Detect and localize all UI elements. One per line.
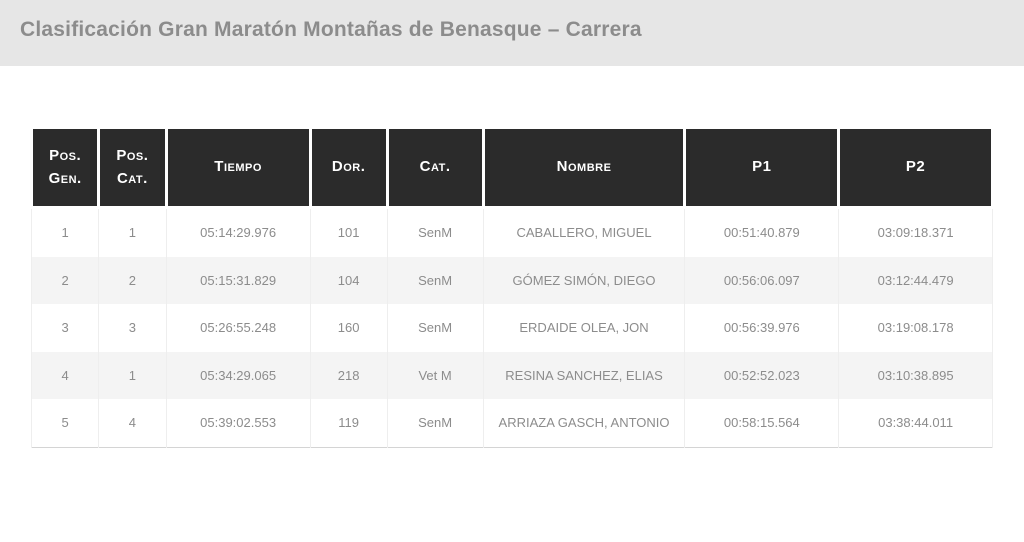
table-row: 4 1 05:34:29.065 218 Vet M RESINA SANCHE… — [32, 352, 993, 400]
col-header-dor[interactable]: Dor. — [310, 128, 387, 208]
cell-nombre: GÓMEZ SIMÓN, DIEGO — [483, 257, 685, 305]
cell-cat: Vet M — [387, 352, 483, 400]
cell-pos-cat: 3 — [99, 304, 166, 352]
cell-nombre: RESINA SANCHEZ, ELIAS — [483, 352, 685, 400]
cell-p2: 03:09:18.371 — [839, 208, 993, 257]
cell-dor: 104 — [310, 257, 387, 305]
col-header-p1[interactable]: P1 — [685, 128, 839, 208]
cell-p2: 03:19:08.178 — [839, 304, 993, 352]
cell-cat: SenM — [387, 304, 483, 352]
cell-p2: 03:10:38.895 — [839, 352, 993, 400]
cell-dor: 101 — [310, 208, 387, 257]
cell-pos-gen: 2 — [32, 257, 99, 305]
table-row: 5 4 05:39:02.553 119 SenM ARRIAZA GASCH,… — [32, 399, 993, 447]
cell-p1: 00:58:15.564 — [685, 399, 839, 447]
cell-tiempo: 05:14:29.976 — [166, 208, 310, 257]
cell-nombre: CABALLERO, MIGUEL — [483, 208, 685, 257]
cell-cat: SenM — [387, 208, 483, 257]
cell-cat: SenM — [387, 399, 483, 447]
cell-p1: 00:51:40.879 — [685, 208, 839, 257]
col-header-pos-gen[interactable]: Pos. Gen. — [32, 128, 99, 208]
cell-tiempo: 05:39:02.553 — [166, 399, 310, 447]
cell-pos-gen: 1 — [32, 208, 99, 257]
cell-nombre: ARRIAZA GASCH, ANTONIO — [483, 399, 685, 447]
cell-tiempo: 05:26:55.248 — [166, 304, 310, 352]
col-header-tiempo[interactable]: Tiempo — [166, 128, 310, 208]
col-header-pos-cat[interactable]: Pos. Cat. — [99, 128, 166, 208]
cell-p1: 00:56:39.976 — [685, 304, 839, 352]
table-body: 1 1 05:14:29.976 101 SenM CABALLERO, MIG… — [32, 208, 993, 448]
cell-dor: 218 — [310, 352, 387, 400]
cell-dor: 160 — [310, 304, 387, 352]
cell-p1: 00:52:52.023 — [685, 352, 839, 400]
cell-pos-cat: 1 — [99, 352, 166, 400]
col-header-cat[interactable]: Cat. — [387, 128, 483, 208]
col-header-p2[interactable]: P2 — [839, 128, 993, 208]
page-title: Clasificación Gran Maratón Montañas de B… — [20, 18, 1004, 42]
table-row: 1 1 05:14:29.976 101 SenM CABALLERO, MIG… — [32, 208, 993, 257]
cell-pos-cat: 1 — [99, 208, 166, 257]
col-header-nombre[interactable]: Nombre — [483, 128, 685, 208]
cell-p2: 03:12:44.479 — [839, 257, 993, 305]
cell-pos-gen: 4 — [32, 352, 99, 400]
cell-dor: 119 — [310, 399, 387, 447]
cell-p2: 03:38:44.011 — [839, 399, 993, 447]
cell-pos-gen: 3 — [32, 304, 99, 352]
cell-pos-gen: 5 — [32, 399, 99, 447]
cell-tiempo: 05:34:29.065 — [166, 352, 310, 400]
cell-cat: SenM — [387, 257, 483, 305]
results-table-container: Pos. Gen. Pos. Cat. Tiempo Dor. Cat. Nom… — [0, 66, 1024, 468]
cell-nombre: ERDAIDE OLEA, JON — [483, 304, 685, 352]
cell-pos-cat: 2 — [99, 257, 166, 305]
cell-p1: 00:56:06.097 — [685, 257, 839, 305]
table-header: Pos. Gen. Pos. Cat. Tiempo Dor. Cat. Nom… — [32, 128, 993, 208]
header-band: Clasificación Gran Maratón Montañas de B… — [0, 0, 1024, 66]
table-row: 3 3 05:26:55.248 160 SenM ERDAIDE OLEA, … — [32, 304, 993, 352]
cell-tiempo: 05:15:31.829 — [166, 257, 310, 305]
results-table: Pos. Gen. Pos. Cat. Tiempo Dor. Cat. Nom… — [30, 126, 994, 448]
cell-pos-cat: 4 — [99, 399, 166, 447]
table-row: 2 2 05:15:31.829 104 SenM GÓMEZ SIMÓN, D… — [32, 257, 993, 305]
